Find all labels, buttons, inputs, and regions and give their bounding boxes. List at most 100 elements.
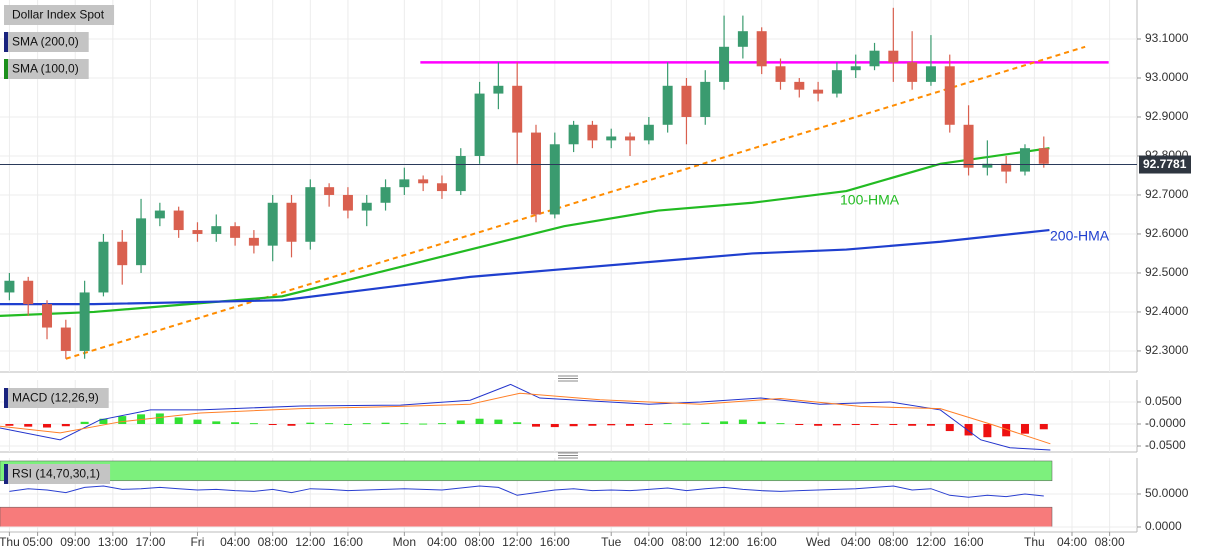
candle-body	[136, 218, 147, 266]
x-tick-label: Fri	[190, 535, 204, 549]
candle-body	[455, 155, 466, 192]
macd-histogram-bar	[325, 423, 334, 425]
candle-body	[286, 202, 297, 242]
macd-histogram-bar	[306, 422, 315, 425]
label-text: Dollar Index Spot	[12, 8, 105, 22]
rsi-band	[0, 506, 1053, 528]
macd-histogram-bar	[757, 421, 766, 425]
candle-body	[399, 179, 410, 188]
x-tick-label: 12:00	[502, 535, 532, 549]
y-tick-label: 92.5000	[1145, 265, 1189, 279]
y-tick-label: 93.0000	[1145, 70, 1189, 84]
candle-body	[42, 304, 53, 328]
candle-body	[737, 31, 748, 47]
candle-body	[436, 183, 447, 192]
candle-body	[248, 237, 259, 246]
panel-grip	[558, 375, 578, 382]
macd-histogram-bar	[644, 424, 653, 426]
candle-body	[117, 241, 128, 266]
candle-body	[944, 66, 955, 125]
candle-body	[794, 81, 805, 90]
macd-histogram-bar	[531, 424, 540, 427]
macd-histogram-bar	[155, 413, 164, 425]
y-tick-label: 93.1000	[1145, 31, 1189, 45]
x-tick-label: 04:00	[1057, 535, 1087, 549]
x-tick-label: 17:00	[135, 535, 165, 549]
label-box-bg	[4, 59, 89, 79]
label-box-bg	[4, 464, 111, 484]
x-tick-label: 16:00	[333, 535, 363, 549]
x-tick-label: 13:00	[98, 535, 128, 549]
macd-histogram-bar	[550, 424, 559, 428]
y-tick-label: 92.4000	[1145, 304, 1189, 318]
macd-histogram-bar	[908, 424, 917, 426]
macd-histogram-bar	[193, 419, 202, 425]
candle-body	[587, 124, 598, 141]
macd-histogram-bar	[381, 422, 390, 425]
macd-histogram-bar	[964, 424, 973, 436]
candle-body	[60, 327, 71, 351]
hma-label: 200-HMA	[1050, 228, 1110, 244]
candle-body	[98, 241, 109, 293]
macd-histogram-bar	[588, 424, 597, 426]
x-tick-label: 08:00	[465, 535, 495, 549]
x-tick-label: 04:00	[841, 535, 871, 549]
candle-body	[1019, 148, 1030, 172]
candle-body	[775, 66, 786, 82]
macd-histogram-bar	[99, 418, 108, 425]
label-box-bar	[4, 464, 8, 484]
hma-line	[0, 228, 1050, 306]
candle-body	[493, 85, 504, 94]
candle-body	[512, 85, 523, 133]
label-box: SMA (200,0)	[4, 32, 89, 52]
candle-body	[1038, 148, 1049, 164]
macd-histogram-bar	[5, 424, 14, 426]
macd-histogram-bar	[832, 424, 841, 426]
macd-histogram-bar	[475, 418, 484, 425]
y-tick-label: 0.0000	[1145, 519, 1182, 533]
x-tick-label: Wed	[806, 535, 830, 549]
candle-body	[813, 89, 824, 94]
x-tick-label: 16:00	[747, 535, 777, 549]
label-box: RSI (14,70,30,1)	[4, 464, 111, 484]
candle-body	[79, 292, 90, 351]
label-box-bg	[4, 32, 89, 52]
macd-histogram-bar	[80, 421, 89, 425]
candle-body	[23, 280, 34, 305]
y-tick-label: 92.9000	[1145, 109, 1189, 123]
candle-body	[643, 124, 654, 141]
x-tick-label: 16:00	[540, 535, 570, 549]
candle-body	[700, 81, 711, 117]
label-box-bar	[4, 388, 8, 408]
macd-histogram-bar	[776, 423, 785, 425]
candle-body	[342, 194, 353, 211]
candle-body	[530, 132, 541, 215]
macd-histogram-bar	[231, 422, 240, 425]
macd-histogram-bar	[494, 419, 503, 425]
label-box: Dollar Index Spot	[4, 5, 115, 25]
x-tick-label: Thu	[0, 535, 20, 549]
candle-body	[267, 202, 278, 246]
candle-body	[982, 163, 993, 168]
macd-histogram-bar	[419, 423, 428, 425]
y-tick-label: -0.0500	[1145, 438, 1186, 452]
x-tick-label: 12:00	[295, 535, 325, 549]
candle-body	[963, 124, 974, 168]
macd-histogram-bar	[926, 424, 935, 426]
y-tick-label: 92.6000	[1145, 226, 1189, 240]
macd-histogram-bar	[24, 424, 33, 427]
macd-histogram-bar	[945, 424, 954, 432]
macd-histogram-bar	[174, 417, 183, 425]
x-tick-label: 08:00	[671, 535, 701, 549]
candle-body	[4, 280, 15, 293]
macd-line	[0, 383, 1051, 451]
x-tick-label: 04:00	[427, 535, 457, 549]
x-tick-label: 12:00	[916, 535, 946, 549]
y-tick-label: 50.0000	[1145, 486, 1189, 500]
macd-histogram-bar	[513, 422, 522, 425]
candle-body	[305, 187, 316, 242]
y-tick-label: 92.3000	[1145, 343, 1189, 357]
candle-body	[888, 50, 899, 63]
candle-body	[719, 46, 730, 82]
macd-histogram-bar	[249, 423, 258, 425]
